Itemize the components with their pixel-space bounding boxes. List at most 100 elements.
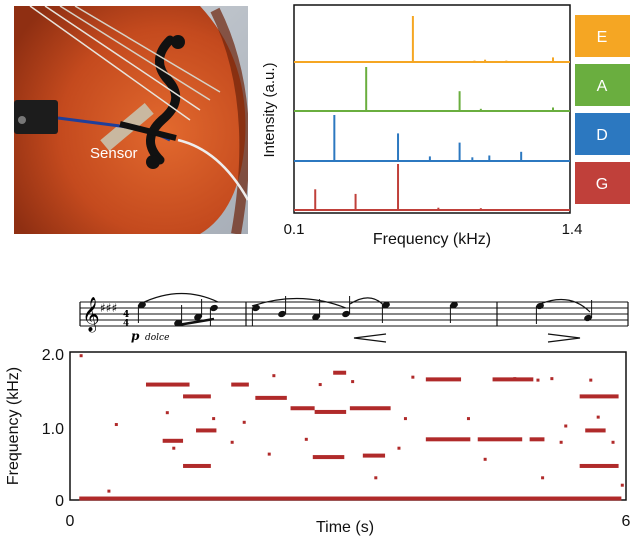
legend-swatch-G [575, 162, 630, 204]
spectrogram-segment [290, 406, 315, 411]
treble-clef-icon: 𝄞 [82, 297, 100, 333]
spectrogram-segment [162, 438, 184, 443]
spectra-ylabel: Intensity (a.u.) [261, 62, 278, 157]
slur [349, 297, 387, 309]
spectrogram-segment [231, 382, 249, 387]
spectrogram-speck [119, 497, 123, 501]
slur [139, 292, 219, 305]
spectrogram-segment [255, 395, 287, 400]
spectrogram-segment [196, 428, 217, 433]
string [44, 6, 201, 111]
spectra-xtick-min: 0.1 [284, 221, 305, 238]
spectrogram-speck [165, 411, 169, 415]
spectro-xlabel: Time (s) [316, 519, 374, 536]
spectrogram-frame [69, 351, 627, 501]
note [251, 304, 260, 326]
sensor-label: Sensor [90, 145, 138, 162]
legend-swatch-A [575, 64, 630, 106]
spectro-ytick-max: 2.0 [42, 347, 64, 364]
spectra-traces [294, 16, 570, 211]
spectrogram-speck [403, 417, 407, 421]
spectrogram-speck [114, 423, 118, 427]
spectro-ytick-min: 0 [55, 493, 64, 510]
legend-label-D: D [596, 127, 608, 144]
spectrogram-speck [172, 446, 176, 450]
spectra-chart: E A D G Intensity (a.u.) 0.1 1.4 Frequency … [261, 4, 630, 248]
spectrogram-speck [483, 457, 487, 461]
spectrogram-segment [333, 370, 347, 375]
spectra-xtick-max: 1.4 [562, 221, 583, 238]
spectrogram-speck [536, 378, 540, 382]
spectro-xtick-max: 6 [622, 513, 631, 530]
svg-text:4: 4 [123, 319, 129, 329]
note [584, 300, 593, 322]
spectrogram-speck [230, 440, 234, 444]
crescendo-hairpin [353, 333, 387, 343]
spectrogram-segment [579, 394, 619, 399]
spectrogram-segment [79, 496, 622, 501]
spectrogram-speck [541, 476, 545, 480]
spectrogram-segment [585, 428, 606, 433]
legend-label-A: A [597, 78, 608, 95]
spectrum-E [294, 16, 570, 63]
dynamic-marking: p [131, 329, 140, 343]
spectra-xlabel: Frequency (kHz) [373, 231, 491, 248]
note [209, 304, 218, 326]
violin-photo: Sensor [14, 6, 248, 234]
slur [251, 297, 347, 309]
spectra-frame [293, 4, 571, 214]
staff-lines [80, 301, 628, 327]
spectrogram-speck [513, 377, 517, 381]
expression-marking: dolce [145, 333, 169, 343]
spectrogram-speck [411, 375, 415, 379]
spectrogram-segment [314, 409, 347, 414]
legend-swatch-D [575, 113, 630, 155]
spectro-ylabel: Frequency (kHz) [5, 367, 22, 485]
spectrogram-speck [589, 378, 593, 382]
decrescendo-hairpin [547, 333, 581, 343]
spectrogram-speck [374, 476, 378, 480]
spectrum-G [294, 164, 570, 211]
string [59, 6, 211, 101]
spectrogram-speck [397, 446, 401, 450]
spectro-xtick-min: 0 [66, 513, 75, 530]
legend-label-G: G [596, 176, 608, 193]
spectrogram-chart: 2.0 1.0 0 Frequency (kHz) 0 6 Time (s) [5, 347, 631, 536]
spectra-legend: E A D G [575, 15, 630, 204]
notes [137, 296, 593, 327]
spectrogram-speck [351, 380, 355, 384]
note [535, 302, 544, 324]
note [342, 296, 351, 318]
f-hole [146, 35, 181, 165]
spectrogram-speck [304, 437, 308, 441]
music-score: 𝄞 ♯♯♯ 4 4 p dolce [79, 292, 629, 343]
note [194, 299, 203, 321]
sensor [119, 121, 177, 141]
spectrogram-speck [242, 420, 246, 424]
spectrogram-speck [212, 417, 216, 421]
spectrogram-marks [79, 354, 624, 501]
spectrogram-segment [425, 437, 471, 442]
spectrum-D [294, 115, 570, 162]
sensor-clamp [14, 100, 58, 134]
legend-label-E: E [597, 29, 608, 46]
note [449, 301, 458, 323]
spectrogram-segment [492, 377, 534, 382]
note [312, 299, 321, 321]
spectro-ytick-mid: 1.0 [42, 421, 64, 438]
spectrum-A [294, 67, 570, 112]
spectrogram-segment [362, 453, 386, 458]
violin-edge [210, 7, 248, 234]
beam [177, 317, 215, 327]
spectrogram-speck [620, 483, 624, 487]
spectrogram-segment [312, 455, 345, 460]
spectrogram-segment [579, 463, 619, 468]
spectrogram-speck [564, 424, 568, 428]
spectrogram-segment [425, 377, 462, 382]
slur [539, 298, 591, 313]
time-signature-icon: 4 [123, 310, 129, 320]
spectrogram-segment [477, 437, 523, 442]
spectrogram-segment [349, 406, 391, 411]
spectrogram-segment [529, 437, 545, 442]
string [74, 6, 221, 93]
